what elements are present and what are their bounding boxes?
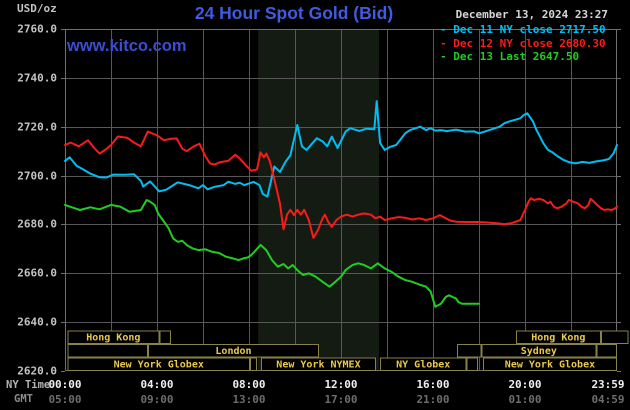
x-tick-label-ny: 16:00: [416, 378, 450, 391]
session-box-new-york-globex: [67, 357, 251, 371]
legend-item-dec13: - Dec 13 Last 2647.50: [440, 50, 580, 63]
session-box-blank: [596, 344, 617, 358]
y-tick-label: 2760.0: [17, 22, 57, 36]
x-tick-label-gmt: 05:00: [48, 393, 82, 406]
chart-legend: - Dec 11 NY close 2717.50- Dec 12 NY clo…: [440, 23, 606, 64]
y-tick-label: 2620.0: [17, 364, 57, 378]
kitco-watermark-link[interactable]: www.kitco.com: [67, 37, 187, 55]
session-box-blank: [159, 330, 171, 344]
session-box-hong-kong: [67, 330, 160, 344]
x-tick-label-ny: 04:00: [140, 378, 174, 391]
x-tick-label-gmt: 17:00: [324, 393, 358, 406]
session-label: Sydney: [521, 346, 557, 357]
x-tick-label-ny: 23:59: [591, 378, 625, 391]
session-box-blank: [67, 344, 148, 358]
session-label: New York Globex: [505, 360, 595, 371]
x-tick-label-ny: 12:00: [324, 378, 358, 391]
session-label: Hong Kong: [86, 333, 140, 344]
y-tick-label: 2740.0: [17, 71, 57, 85]
session-box-blank: [457, 344, 482, 358]
x-tick-label-gmt: 13:00: [232, 393, 266, 406]
session-box-ny-globex: [380, 357, 467, 371]
x-tick-label-ny: 00:00: [48, 378, 82, 391]
session-box-blank: [250, 357, 258, 371]
session-box-sydney: [481, 344, 597, 358]
y-tick-label: 2680.0: [17, 217, 57, 231]
session-label: New York NYMEX: [276, 360, 360, 371]
x-tick-label-gmt: 04:59: [591, 393, 625, 406]
gmt-axis-caption: GMT: [14, 393, 33, 405]
y-tick-label: 2700.0: [17, 169, 57, 183]
x-tick-label-gmt: 01:00: [508, 393, 542, 406]
x-tick-label-ny: 20:00: [508, 378, 542, 391]
y-axis-unit-label: USD/oz: [17, 2, 57, 15]
session-box-new-york-globex: [482, 357, 617, 371]
series-line-dec11: [64, 100, 618, 198]
x-tick-label-gmt: 21:00: [416, 393, 450, 406]
y-tick-label: 2720.0: [17, 120, 57, 134]
session-box-new-york-nymex: [260, 357, 376, 371]
session-label: NY Globex: [396, 360, 450, 371]
x-tick-label-gmt: 09:00: [140, 393, 174, 406]
ny-time-axis-caption: NY Time: [6, 379, 51, 391]
session-box-london: [147, 344, 320, 358]
series-line-dec12: [64, 130, 618, 239]
legend-item-dec12: - Dec 12 NY close 2680.30: [440, 36, 606, 50]
y-tick-label: 2640.0: [17, 315, 57, 329]
session-box-blank: [466, 357, 478, 371]
nymex-session-band: [258, 29, 379, 371]
session-label: Hong Kong: [531, 333, 585, 344]
y-tick-label: 2660.0: [17, 266, 57, 280]
series-line-dec13: [64, 199, 480, 308]
datetime-label: December 13, 2024 23:27: [455, 8, 608, 21]
session-label: New York Globex: [114, 360, 204, 371]
session-box-hong-kong: [515, 330, 601, 344]
session-label: London: [215, 346, 251, 357]
page-title: 24 Hour Spot Gold (Bid): [194, 3, 394, 23]
x-tick-label-ny: 08:00: [232, 378, 266, 391]
legend-item-dec11: - Dec 11 NY close 2717.50: [440, 23, 606, 36]
session-box-blank: [600, 330, 629, 344]
